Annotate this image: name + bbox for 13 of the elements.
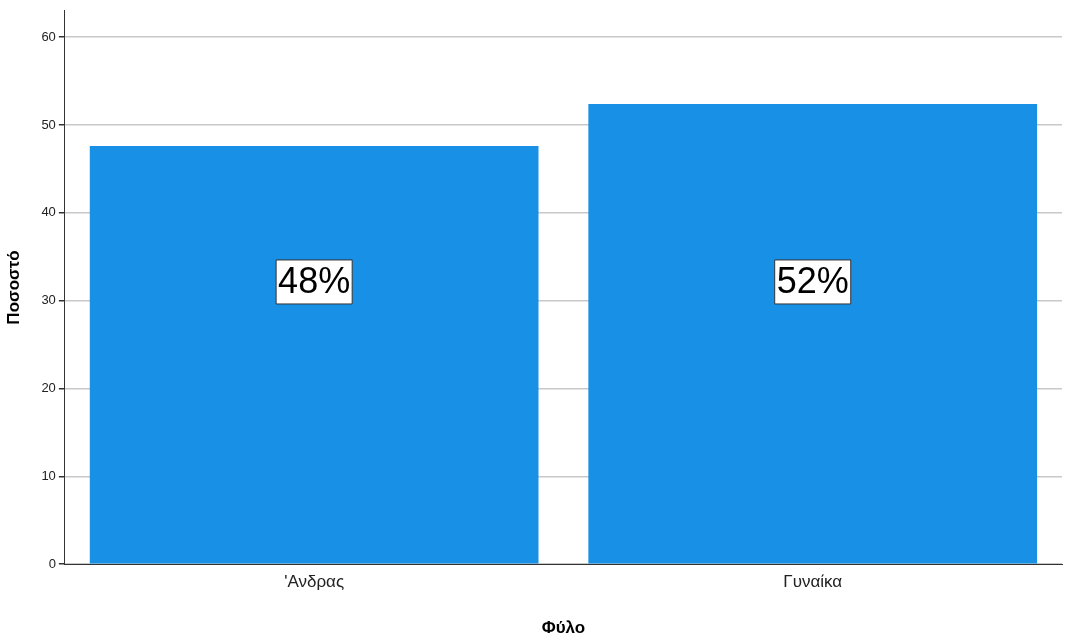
y-tick-label: 40 [41,204,56,220]
x-axis-title: Φύλο [541,618,586,638]
x-tick-label: Γυναίκα [783,572,843,592]
data-label: 48% [278,259,351,301]
x-tick-label: 'Ανδρας [284,572,345,592]
y-tick-label: 10 [41,467,56,483]
data-label: 52% [776,259,849,301]
y-tick-label: 20 [41,380,56,396]
y-tick-label: 60 [41,28,56,44]
y-tick-label: 50 [41,116,56,132]
y-axis-title: Ποσοστό [3,250,23,325]
y-tick-label: 30 [41,292,56,308]
y-tick-label: 0 [48,555,56,571]
